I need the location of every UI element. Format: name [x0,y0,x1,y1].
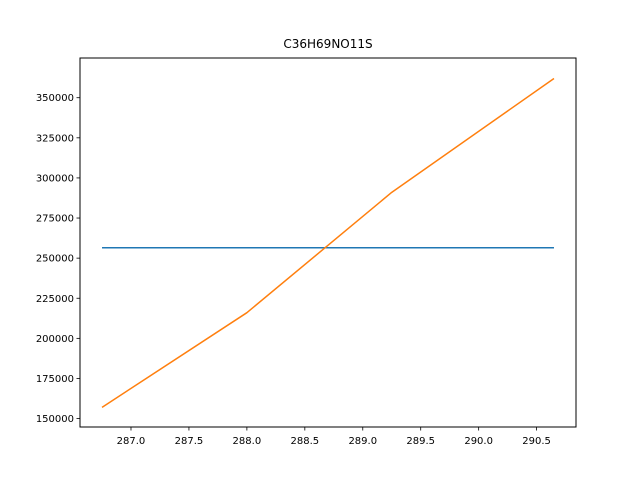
y-tick-label: 325000 [36,133,74,144]
x-tick-label: 287.0 [117,436,146,447]
y-tick-label: 200000 [36,334,74,345]
chart-title: C36H69NO11S [283,37,372,51]
x-tick-label: 289.0 [348,436,377,447]
y-tick-label: 150000 [36,414,74,425]
plot-area [101,77,555,408]
x-tick-label: 288.0 [233,436,262,447]
y-tick-label: 300000 [36,173,74,184]
y-tick-label: 175000 [36,374,74,385]
x-tick-label: 289.5 [406,436,435,447]
y-axis: 150000 175000 200000 225000 250000 275000 3000… [36,93,80,425]
axes-frame [79,57,577,428]
y-tick-label: 275000 [36,214,74,225]
y-tick-label: 225000 [36,294,74,305]
y-tick-label: 350000 [36,93,74,104]
x-tick-label: 290.0 [464,436,493,447]
series-line-2 [101,77,555,408]
x-tick-label: 290.5 [522,436,551,447]
y-tick-label: 250000 [36,254,74,265]
x-tick-label: 287.5 [175,436,204,447]
x-axis: 287.0 287.5 288.0 288.5 289.0 289.5 290.0 290.5 [117,427,551,447]
x-tick-label: 288.5 [291,436,320,447]
